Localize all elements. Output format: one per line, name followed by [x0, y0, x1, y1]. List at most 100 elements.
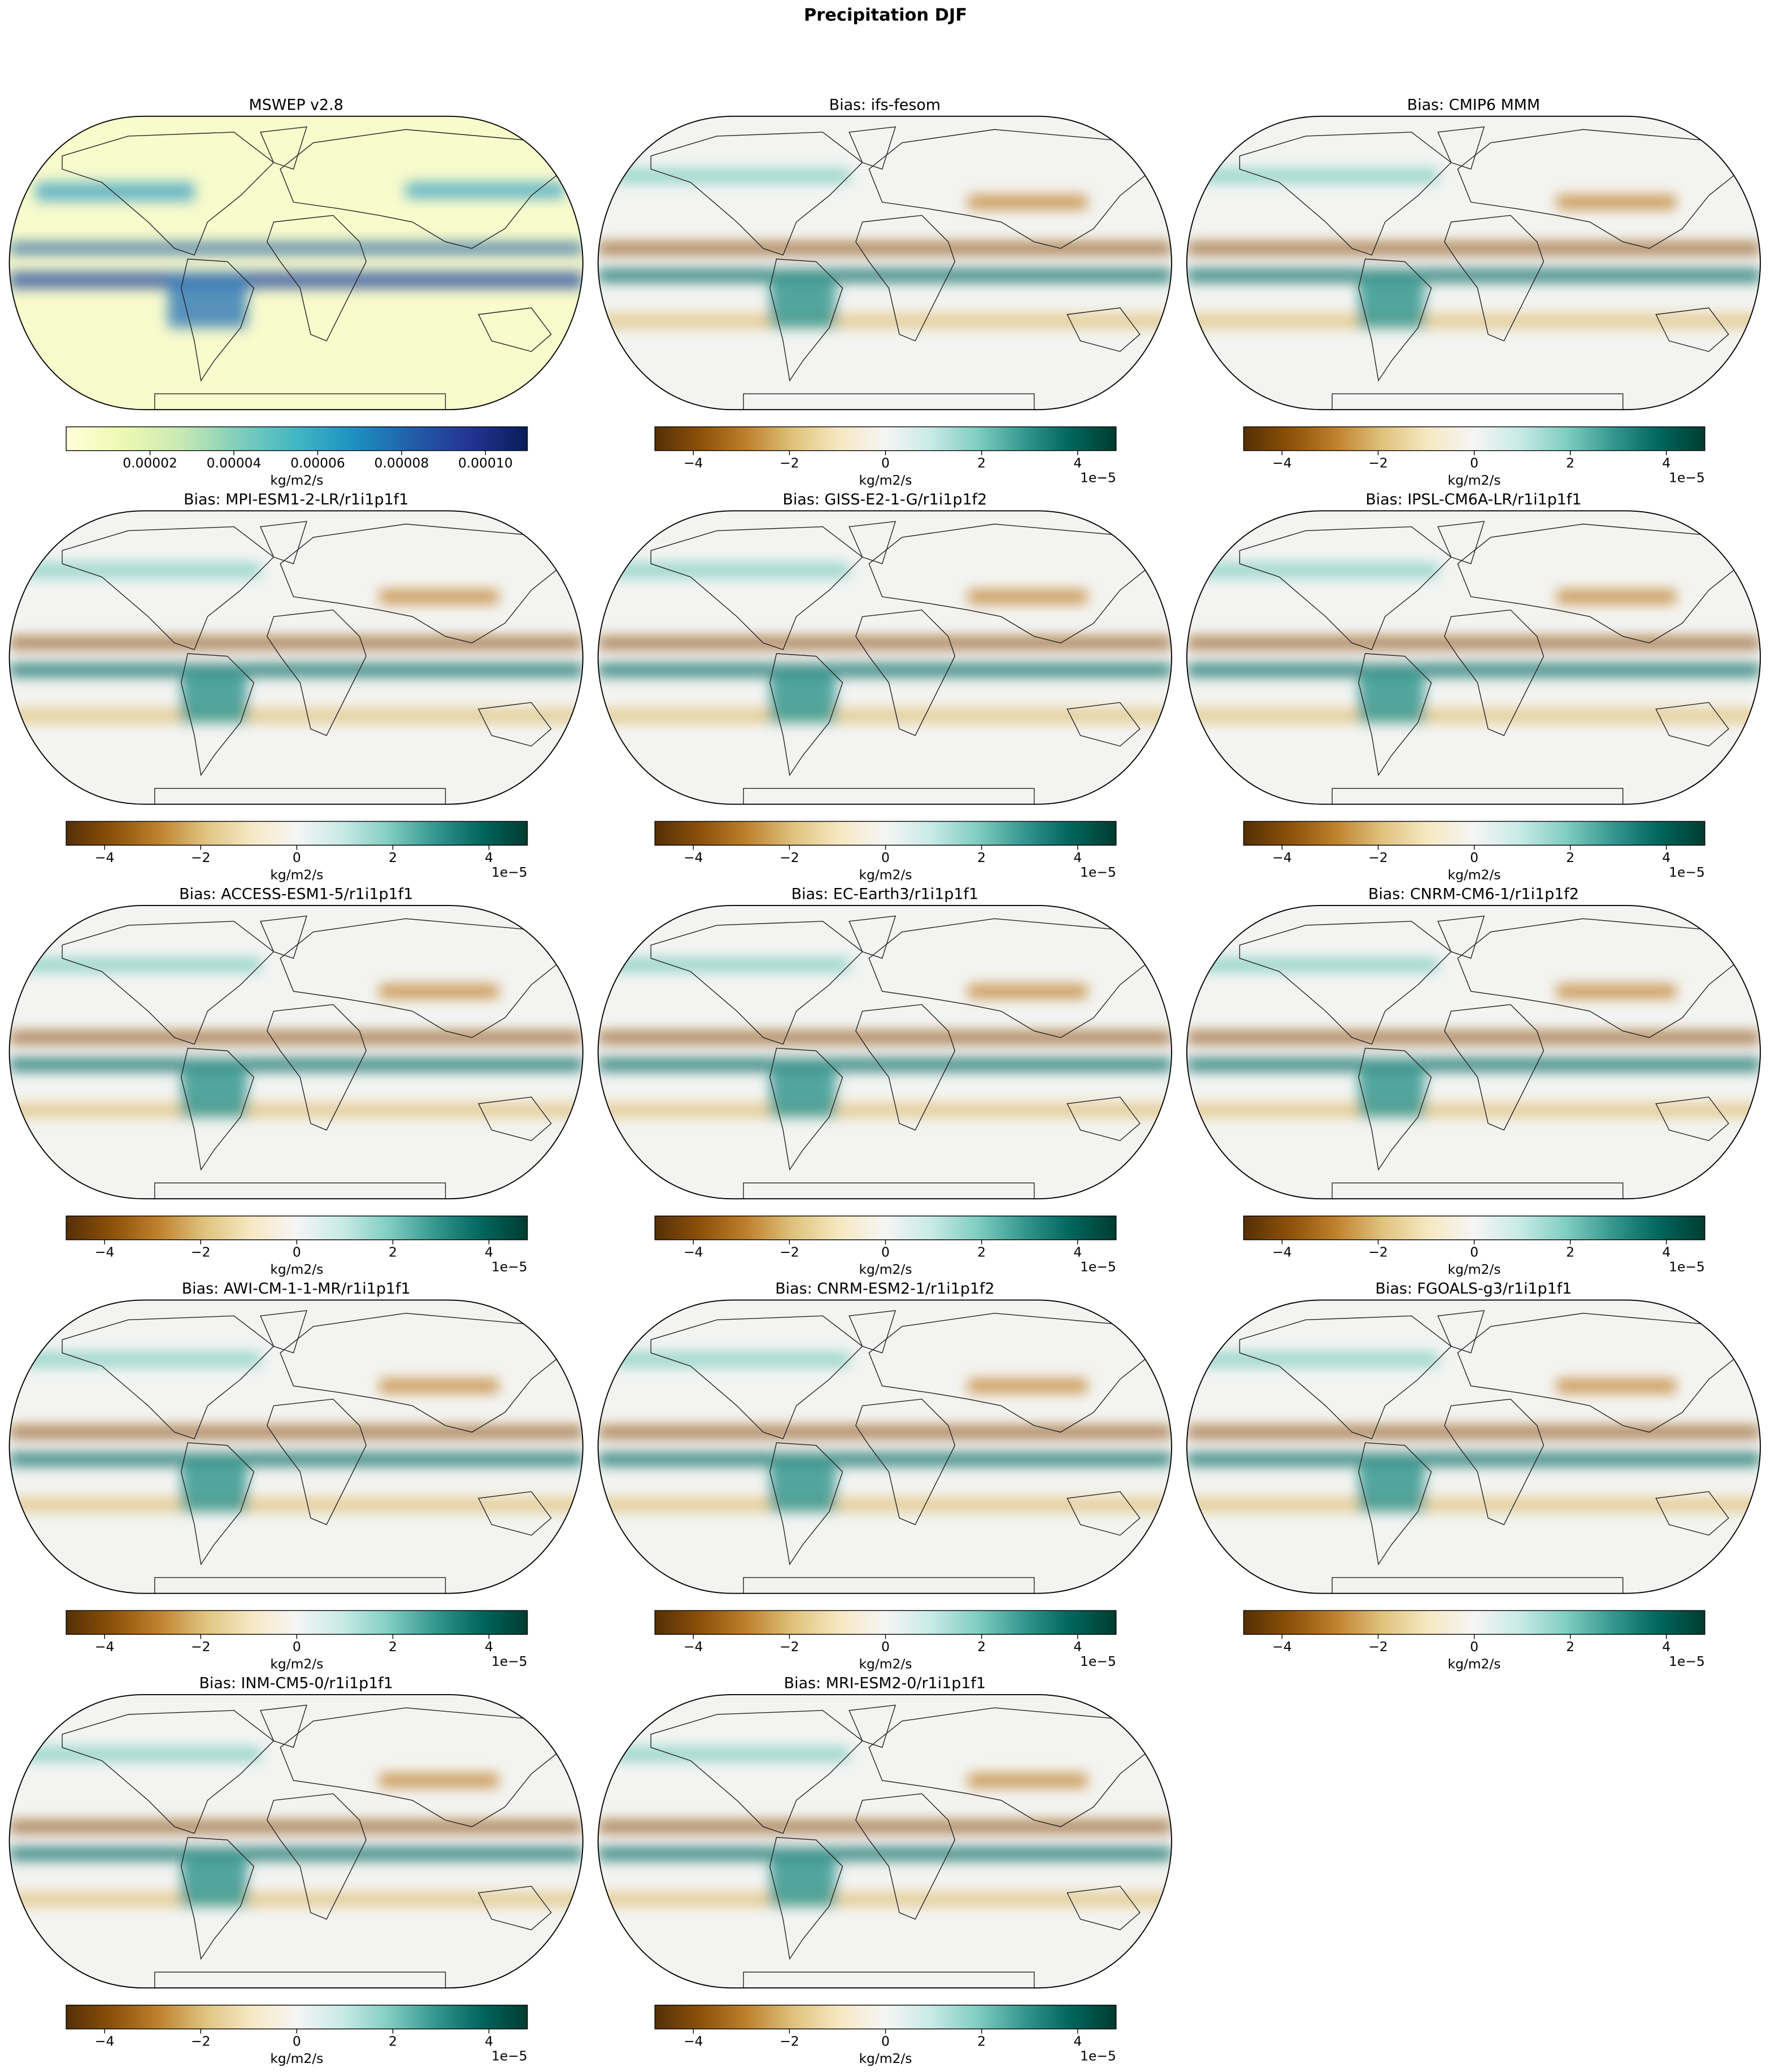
map-band — [168, 275, 247, 328]
panel-title: Bias: FGOALS-g3/r1i1p1f1 — [1376, 1280, 1572, 1298]
coastline — [62, 132, 275, 256]
map-band — [1186, 637, 1761, 648]
panel-title: Bias: EC-Earth3/r1i1p1f1 — [791, 886, 978, 903]
map-band — [379, 590, 499, 604]
colorbar-offset: 1e−5 — [1669, 864, 1705, 880]
map-band — [1186, 1103, 1761, 1117]
coastline — [62, 526, 275, 650]
colorbar-label: kg/m2/s — [1448, 472, 1501, 488]
map-band — [1358, 1064, 1425, 1117]
map-band — [1186, 243, 1761, 254]
map — [8, 115, 584, 411]
colorbar-label: kg/m2/s — [270, 1261, 323, 1277]
map-background — [9, 116, 583, 410]
map-band — [769, 669, 836, 722]
colorbar — [654, 426, 1117, 451]
colorbar-label: kg/m2/s — [270, 472, 323, 488]
map-band — [406, 182, 565, 198]
coastline — [769, 1047, 843, 1171]
antarctica-coast — [154, 787, 446, 804]
coastline — [1239, 526, 1452, 650]
map — [8, 1694, 584, 1989]
map-band — [611, 958, 850, 972]
map-band — [611, 1352, 850, 1366]
colorbar-tick-label: −2 — [1368, 850, 1387, 865]
colorbar — [1243, 426, 1705, 451]
map-pattern — [598, 563, 1172, 722]
map-outline — [8, 1299, 584, 1594]
map-background — [598, 1694, 1172, 1988]
colorbar-tick-label: 0.00006 — [290, 455, 345, 471]
panel-title: Bias: ACCESS-ESM1-5/r1i1p1f1 — [179, 886, 413, 903]
colorbar — [654, 2004, 1117, 2030]
coastline — [180, 653, 255, 777]
coastline — [1655, 1096, 1729, 1142]
colorbar-tick-label: 2 — [389, 1639, 397, 1655]
map-background — [598, 511, 1172, 804]
colorbar-tick-label: 0 — [293, 1244, 301, 1260]
coastline — [848, 1310, 897, 1353]
coastline — [650, 526, 863, 650]
map-background — [1186, 511, 1761, 804]
map-band — [1358, 275, 1425, 328]
map-pattern — [598, 1352, 1172, 1512]
colorbar — [1243, 1610, 1705, 1635]
colorbar-tick-label: 0 — [1470, 1244, 1478, 1260]
panel-title: Bias: MRI-ESM2-0/r1i1p1f1 — [784, 1675, 986, 1692]
map-background — [1186, 1300, 1761, 1594]
coastline — [855, 1004, 956, 1131]
coastline — [1444, 215, 1544, 342]
coastline — [259, 1310, 307, 1353]
map-band — [9, 272, 583, 288]
coastline — [650, 921, 863, 1045]
map-band — [968, 195, 1087, 209]
coastline — [650, 1710, 863, 1834]
map-band — [968, 590, 1087, 604]
colorbar-label: kg/m2/s — [859, 1261, 912, 1277]
colorbar-offset: 1e−5 — [1080, 864, 1116, 880]
map-background — [9, 511, 583, 804]
map-band — [9, 243, 583, 254]
colorbar-tick-label: 0.00008 — [375, 455, 429, 471]
coastline — [1067, 702, 1141, 747]
map-band — [9, 1848, 583, 1860]
map-band — [769, 1459, 836, 1512]
coastline — [477, 1886, 552, 1931]
map-band — [22, 1352, 261, 1366]
colorbar-tick-label: 4 — [1073, 2034, 1082, 2049]
panel-title: Bias: AWI-CM-1-1-MR/r1i1p1f1 — [182, 1280, 411, 1298]
coastline — [1655, 307, 1729, 352]
coastline — [62, 1710, 275, 1834]
map-outline — [1186, 1299, 1761, 1594]
colorbar-tick-label: 0 — [881, 455, 890, 471]
colorbar-tick-label: 2 — [389, 1244, 397, 1260]
coastline — [477, 702, 552, 747]
coastline — [259, 1704, 307, 1748]
map-band — [1186, 314, 1761, 328]
coastline — [1358, 1047, 1432, 1171]
colorbar-tick-label: 2 — [977, 2034, 986, 2049]
map-outline — [597, 904, 1172, 1200]
coastline — [1358, 653, 1432, 777]
panel-title: Bias: CNRM-ESM2-1/r1i1p1f2 — [775, 1280, 994, 1298]
map-band — [1556, 590, 1676, 604]
colorbar-label: kg/m2/s — [859, 1656, 912, 1672]
colorbar-tick-label: 0.00010 — [458, 455, 513, 471]
map-outline — [8, 1694, 584, 1989]
map-outline — [8, 510, 584, 805]
map-band — [1358, 1459, 1425, 1512]
map-background — [9, 1694, 583, 1988]
colorbar-tick-label: 0 — [881, 850, 890, 865]
coastline — [1437, 915, 1485, 959]
coastline — [280, 524, 565, 644]
map-band — [9, 637, 583, 648]
map-band — [968, 1379, 1087, 1393]
colorbar-tick-label: 2 — [389, 850, 397, 865]
map-outline — [597, 510, 1172, 805]
coastline — [1067, 1886, 1141, 1931]
colorbar-label: kg/m2/s — [270, 867, 323, 883]
map-field — [598, 116, 1172, 410]
coastline — [280, 1707, 565, 1827]
colorbar-tick-label: 0 — [1470, 850, 1478, 865]
map-band — [1556, 195, 1676, 209]
